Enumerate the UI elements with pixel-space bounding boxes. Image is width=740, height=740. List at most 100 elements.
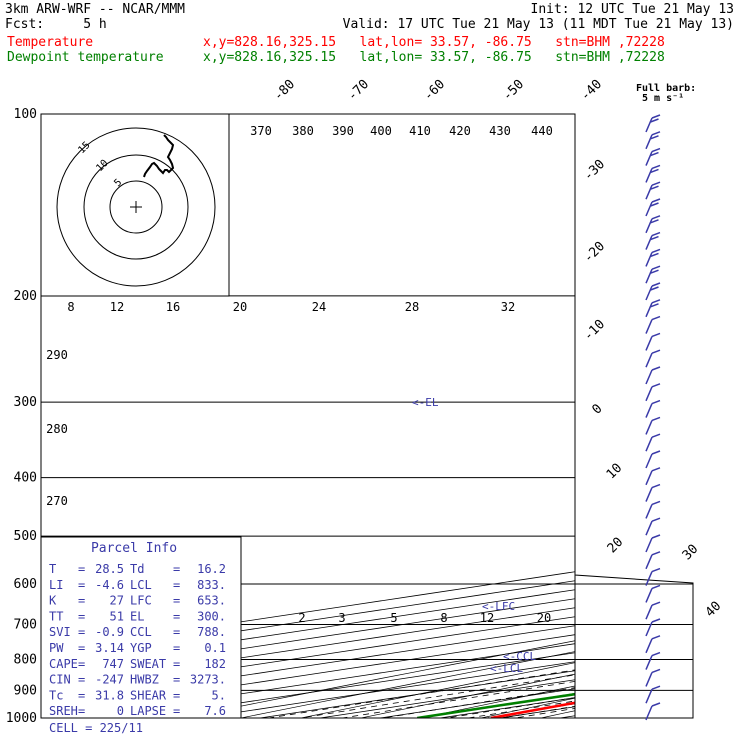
dry-adiabat-line: [421, 685, 575, 718]
wind-barb-flag: [651, 635, 661, 640]
wind-barb-flag: [651, 601, 661, 606]
init-time: Init: 12 UTC Tue 21 May 13: [530, 2, 735, 17]
wind-barb-staff: [645, 470, 653, 486]
wind-barb-flag: [650, 135, 659, 140]
parcel-equals: =: [173, 578, 180, 592]
parcel-param-name: SWEAT: [130, 657, 166, 671]
isotherm-label: -30: [581, 157, 608, 184]
wind-barb-staff: [645, 588, 653, 603]
wind-barb-staff: [645, 403, 653, 418]
dry-adiabat-label: 280: [46, 422, 68, 436]
wind-barb-flag: [650, 168, 659, 174]
isotherm-label: -40: [578, 77, 605, 104]
parcel-param-name: SREH: [49, 704, 78, 718]
wind-barb-flag: [651, 299, 661, 304]
wind-barb-flag: [651, 282, 661, 287]
wind-barb-staff: [645, 621, 653, 637]
parcel-param-name: CIN: [49, 673, 71, 687]
isotherm-line: [79, 643, 575, 718]
wind-barb-flag: [651, 383, 661, 388]
parcel-param-value: 51: [110, 609, 124, 623]
wind-barb-staff: [645, 604, 653, 620]
wind-barb-staff: [645, 537, 653, 553]
valid-time: Valid: 17 UTC Tue 21 May 13 (11 MDT Tue …: [342, 17, 734, 32]
isotherm-label: -10: [581, 317, 608, 344]
model-title: 3km ARW-WRF -- NCAR/MMM: [5, 2, 186, 17]
parcel-param-name: Td: [130, 562, 144, 576]
wind-barb-flag: [650, 151, 659, 157]
parcel-param-value: 27: [110, 594, 124, 608]
dewpoint-location: x,y=828.16,325.15 lat,lon= 33.57, -86.75…: [203, 50, 665, 65]
parcel-param-value: -247: [95, 673, 124, 687]
mixing-ratio-label: 2: [298, 611, 305, 625]
isotherm-line: [199, 661, 575, 718]
parcel-equals: =: [173, 594, 180, 608]
wind-barb-staff: [645, 386, 653, 402]
parcel-param-value: 28.5: [95, 562, 124, 576]
wind-barb-staff: [645, 352, 653, 368]
parcel-equals: =: [78, 625, 85, 639]
mixing-ratio-label: 24: [312, 300, 326, 314]
wind-barb-staff: [645, 117, 653, 133]
wind-barb-flag: [651, 517, 661, 522]
wind-barb-flag: [651, 668, 661, 674]
mixing-ratio-label: 20: [233, 300, 247, 314]
wind-barb-staff: [645, 168, 653, 183]
wind-barb-staff: [645, 369, 653, 385]
wind-barb-staff: [645, 218, 653, 234]
wind-barb-flag: [651, 702, 661, 707]
temperature-line: [490, 701, 575, 718]
mixing-ratio-label: 16: [166, 300, 180, 314]
dry-adiabat-line: [721, 114, 740, 718]
parcel-param-value: 653.: [197, 594, 226, 608]
wind-barb-flag: [650, 235, 659, 241]
plot-frame-extension: [574, 537, 694, 719]
wind-barb-flag: [650, 202, 659, 207]
wind-barb-flag: [650, 118, 659, 123]
mixing-ratio-label: 5: [390, 611, 397, 625]
parcel-info-title: Parcel Info: [91, 541, 177, 556]
wind-barb-flag: [651, 651, 661, 657]
pressure-label: 600: [14, 577, 37, 592]
pressure-label: 800: [14, 652, 37, 667]
isotherm-label: 30: [680, 542, 702, 564]
wind-barb-flag: [651, 450, 661, 455]
wind-barb-staff: [645, 235, 653, 250]
parcel-param-name: LFC: [130, 594, 152, 608]
dry-adiabat-label: 270: [46, 494, 68, 508]
theta-e-label: 370: [250, 124, 272, 138]
wind-barb-flag: [651, 416, 661, 422]
mixing-ratio-line: [501, 705, 575, 718]
parcel-equals: =: [78, 594, 85, 608]
level-marker-lfc: <-LFC: [482, 600, 515, 613]
mixing-ratio-label: 12: [480, 611, 494, 625]
wind-barb-flag: [651, 114, 661, 119]
wind-barb-flag: [650, 269, 659, 274]
pressure-label: 200: [14, 289, 37, 304]
isotherm-line: [41, 625, 575, 707]
parcel-param-name: TT: [49, 609, 63, 623]
dewpoint-legend: Dewpoint temperature: [7, 50, 164, 65]
isotherm-label: -60: [421, 77, 448, 104]
parcel-param-value: 31.8: [95, 688, 124, 702]
isotherm-line: [139, 652, 575, 718]
parcel-param-name: SHEAR: [130, 688, 167, 702]
wind-barb-flag: [651, 567, 661, 573]
parcel-equals: =: [173, 688, 180, 702]
wind-barb-staff: [645, 201, 653, 217]
dry-adiabat-line: [601, 114, 740, 718]
isotherm-line: [620, 114, 740, 718]
parcel-equals: =: [173, 673, 180, 687]
hodograph-ring: [56, 127, 216, 287]
parcel-param-value: 833.: [197, 578, 226, 592]
plot-frame: [40, 113, 576, 719]
mixing-ratio-line: [514, 708, 575, 718]
theta-e-label: 440: [531, 124, 553, 138]
mixing-ratio-line: [446, 697, 575, 718]
wind-barb-flag: [651, 433, 661, 438]
parcel-equals: =: [173, 562, 180, 576]
pressure-label: 300: [14, 395, 37, 410]
parcel-param-value: 0: [117, 704, 124, 718]
isotherm-line: [379, 688, 575, 718]
wind-barb-flag: [651, 131, 661, 136]
